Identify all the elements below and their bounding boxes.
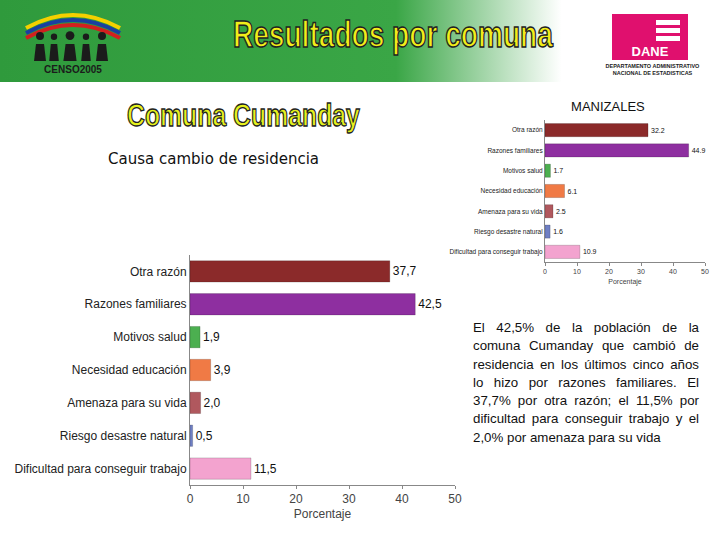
svg-text:0: 0: [543, 268, 547, 275]
svg-text:Otra razón: Otra razón: [512, 126, 543, 133]
svg-text:Otra razón: Otra razón: [130, 265, 187, 279]
svg-text:Dificultad para conseguir trab: Dificultad para conseguir trabajo: [14, 462, 186, 476]
svg-text:2.5: 2.5: [556, 208, 566, 215]
svg-text:10: 10: [573, 268, 581, 275]
svg-text:37,7: 37,7: [393, 264, 417, 278]
svg-text:32.2: 32.2: [651, 127, 665, 134]
html-text:Causa cambio de residencia: Causa cambio de residencia: [108, 150, 320, 168]
svg-text:Amenaza para su vida: Amenaza para su vida: [67, 396, 187, 410]
svg-text:10.9: 10.9: [583, 248, 597, 255]
html-text:NACIONAL DE ESTADISTICAS: NACIONAL DE ESTADISTICAS: [612, 70, 693, 76]
svg-text:1.6: 1.6: [553, 228, 563, 235]
svg-text:50: 50: [448, 492, 462, 506]
svg-text:CENSO2005: CENSO2005: [44, 64, 102, 75]
svg-text:Dificultad para conseguir trab: Dificultad para conseguir trabajo: [449, 248, 543, 256]
svg-text:Motivos salud: Motivos salud: [113, 330, 186, 344]
svg-text:20: 20: [605, 268, 613, 275]
svg-text:Riesgo desastre natural: Riesgo desastre natural: [474, 228, 543, 236]
svg-text:Razones familiares: Razones familiares: [487, 147, 543, 154]
html-text:Comuna Cumanday: Comuna Cumanday: [127, 98, 360, 133]
svg-text:40: 40: [669, 268, 677, 275]
svg-text:10: 10: [236, 492, 250, 506]
html-text:Resultados por comuna: Resultados por comuna: [233, 14, 553, 55]
svg-text:20: 20: [289, 492, 303, 506]
svg-text:50: 50: [701, 268, 709, 275]
svg-text:Necesidad educación: Necesidad educación: [481, 187, 544, 194]
svg-text:40: 40: [395, 492, 409, 506]
svg-text:MANIZALES: MANIZALES: [571, 99, 645, 114]
svg-text:DANE: DANE: [632, 44, 669, 59]
svg-text:Riesgo desastre natural: Riesgo desastre natural: [60, 429, 187, 443]
svg-text:3,9: 3,9: [214, 363, 231, 377]
svg-text:30: 30: [342, 492, 356, 506]
svg-text:Razones familiares: Razones familiares: [85, 297, 187, 311]
svg-text:0,5: 0,5: [196, 429, 213, 443]
html-text:El 42,5% de la población de la: El 42,5% de la población de la comuna Cu…: [473, 320, 699, 445]
svg-text:1,9: 1,9: [203, 330, 220, 344]
svg-text:0: 0: [187, 492, 194, 506]
svg-text:44.9: 44.9: [692, 147, 706, 154]
svg-text:Amenaza para su vida: Amenaza para su vida: [478, 208, 543, 216]
svg-text:30: 30: [637, 268, 645, 275]
svg-text:Porcentaje: Porcentaje: [294, 507, 352, 521]
svg-text:42,5: 42,5: [418, 297, 442, 311]
svg-text:1.7: 1.7: [553, 167, 563, 174]
svg-text:Necesidad educación: Necesidad educación: [72, 363, 187, 377]
svg-text:6.1: 6.1: [568, 188, 578, 195]
svg-text:2,0: 2,0: [204, 396, 221, 410]
svg-text:11,5: 11,5: [254, 462, 277, 476]
html-text:DEPARTAMENTO ADMINISTRATIVO: DEPARTAMENTO ADMINISTRATIVO: [605, 63, 700, 69]
svg-text:Porcentaje: Porcentaje: [608, 278, 642, 286]
svg-text:Motivos salud: Motivos salud: [503, 167, 543, 174]
